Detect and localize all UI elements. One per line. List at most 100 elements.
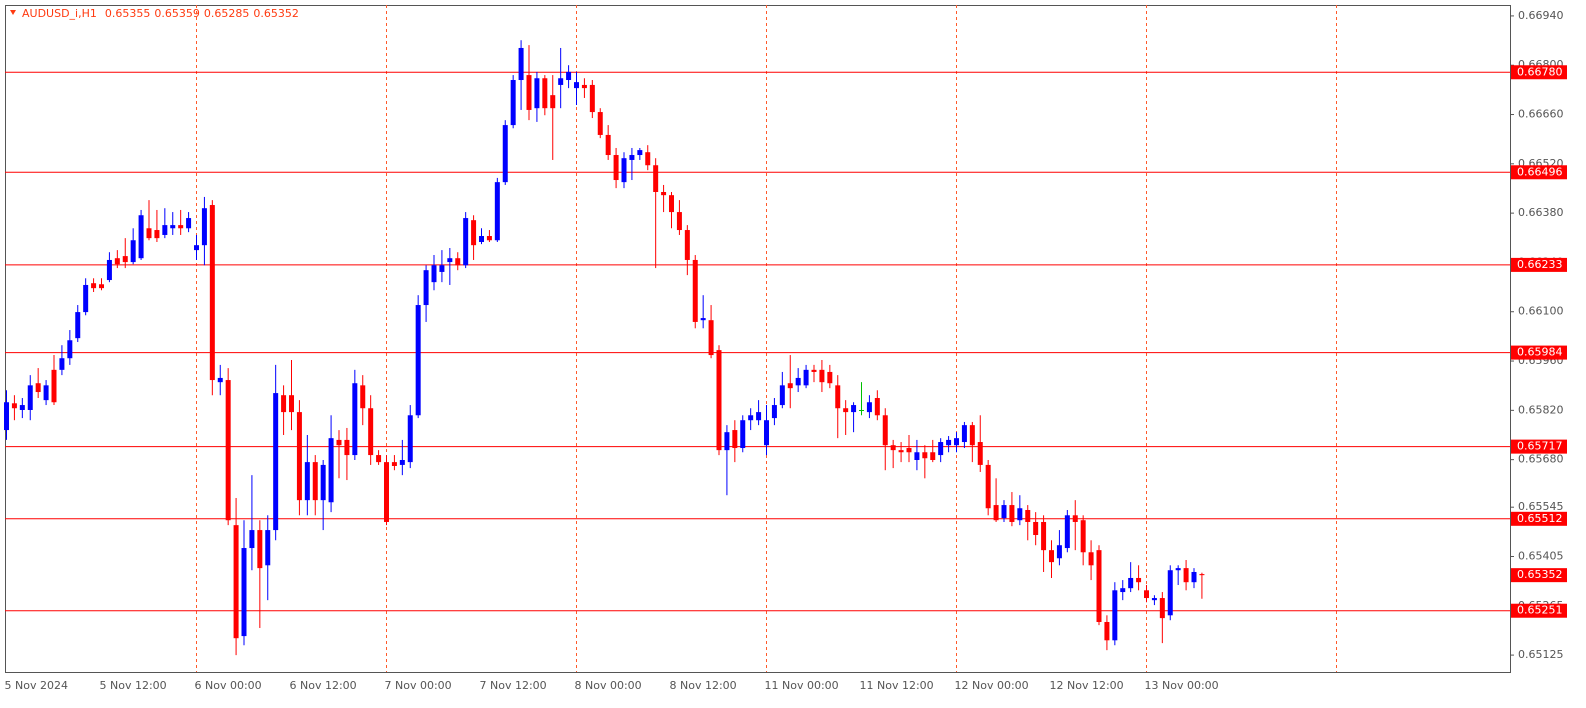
x-tick-label: 7 Nov 12:00 bbox=[480, 679, 547, 692]
candle-body bbox=[502, 125, 508, 183]
level-label: 0.65512 bbox=[1517, 512, 1563, 525]
candle-body bbox=[566, 71, 572, 81]
candle-body bbox=[534, 78, 540, 109]
candle-body bbox=[391, 462, 397, 466]
candle-body bbox=[336, 439, 342, 446]
level-label: 0.66496 bbox=[1517, 165, 1563, 178]
candle-body bbox=[1136, 577, 1142, 583]
candle-body bbox=[439, 265, 445, 272]
candle-body bbox=[1183, 568, 1189, 583]
candle-body bbox=[447, 258, 453, 263]
candle-body bbox=[756, 412, 762, 421]
candle-body bbox=[225, 380, 231, 521]
candle-body bbox=[803, 369, 809, 386]
plot-frame bbox=[5, 5, 1511, 673]
candle-body bbox=[146, 228, 152, 239]
x-tick-label: 6 Nov 00:00 bbox=[195, 679, 262, 692]
candle-body bbox=[859, 409, 864, 411]
candle-body bbox=[209, 205, 215, 381]
candle-body bbox=[993, 505, 999, 521]
y-tick-label: 0.65405 bbox=[1518, 549, 1564, 562]
level-label: 0.66780 bbox=[1517, 65, 1563, 78]
candle-body bbox=[479, 236, 484, 243]
candle-body bbox=[637, 150, 643, 156]
candle-body bbox=[217, 377, 223, 383]
chart-header: AUDUSD_i,H1 0.65355 0.65359 0.65285 0.65352 bbox=[22, 7, 299, 20]
candle-body bbox=[4, 402, 9, 431]
candle-body bbox=[43, 385, 49, 401]
candle-body bbox=[1001, 505, 1007, 519]
candle-body bbox=[692, 259, 698, 322]
candle-body bbox=[122, 256, 128, 263]
candle-body bbox=[178, 225, 184, 229]
candle-body bbox=[35, 383, 41, 393]
candle-body bbox=[708, 320, 714, 356]
candle-body bbox=[201, 208, 207, 246]
candle-body bbox=[771, 405, 777, 419]
candle-body bbox=[851, 405, 857, 413]
candle-body bbox=[1199, 574, 1205, 576]
candle-body bbox=[423, 270, 429, 306]
candle-body bbox=[510, 80, 516, 126]
x-tick-label: 8 Nov 12:00 bbox=[670, 679, 737, 692]
candle-body bbox=[75, 312, 81, 339]
y-tick-label: 0.66380 bbox=[1518, 206, 1564, 219]
candle-body bbox=[1080, 520, 1086, 553]
level-label-box bbox=[1511, 257, 1567, 272]
x-tick-label: 6 Nov 12:00 bbox=[290, 679, 357, 692]
candle-body bbox=[312, 462, 318, 501]
candle-body bbox=[605, 134, 611, 156]
header-low: 0.65285 bbox=[204, 7, 250, 20]
candle-body bbox=[550, 95, 556, 109]
candle-body bbox=[653, 165, 659, 192]
header-arrow bbox=[10, 10, 16, 15]
candle-body bbox=[455, 258, 461, 266]
level-label-box bbox=[1511, 439, 1567, 454]
level-label-box bbox=[1511, 345, 1567, 360]
candle-body bbox=[1049, 550, 1054, 563]
candle-body bbox=[914, 452, 920, 460]
candle-body bbox=[724, 432, 730, 451]
candle-body bbox=[154, 230, 160, 239]
candle-body bbox=[1167, 570, 1173, 616]
x-tick-label: 5 Nov 12:00 bbox=[100, 679, 167, 692]
candle-body bbox=[376, 455, 382, 463]
x-tick-label: 13 Nov 00:00 bbox=[1145, 679, 1219, 692]
candle-body bbox=[1175, 568, 1181, 571]
candle-body bbox=[1191, 571, 1197, 583]
candle-body bbox=[748, 415, 754, 421]
candle-body bbox=[1056, 545, 1062, 559]
level-label-box bbox=[1511, 511, 1567, 526]
candle-body bbox=[922, 452, 928, 459]
x-tick-label: 12 Nov 12:00 bbox=[1050, 679, 1124, 692]
candle-body bbox=[289, 395, 294, 413]
candle-body bbox=[684, 230, 690, 260]
candle-body bbox=[1064, 515, 1070, 549]
candle-body bbox=[106, 259, 112, 281]
candle-body bbox=[518, 47, 524, 81]
candle-body bbox=[138, 215, 144, 259]
candle-body bbox=[186, 218, 192, 229]
x-tick-label: 8 Nov 00:00 bbox=[575, 679, 642, 692]
candle-body bbox=[249, 530, 255, 549]
candle-body bbox=[613, 155, 619, 181]
candle-body bbox=[787, 383, 793, 389]
candle-body bbox=[669, 195, 674, 213]
candle-body bbox=[170, 225, 176, 229]
candle-body bbox=[296, 412, 302, 501]
candle-body bbox=[194, 245, 199, 251]
y-tick-label: 0.65125 bbox=[1518, 648, 1564, 661]
candle-body bbox=[1025, 510, 1031, 522]
candle-body bbox=[882, 415, 888, 446]
candle-body bbox=[265, 530, 271, 566]
candle-body bbox=[732, 430, 738, 449]
y-tick-label: 0.66660 bbox=[1518, 108, 1564, 121]
candle-body bbox=[494, 182, 500, 241]
candle-body bbox=[954, 438, 959, 446]
candle-body bbox=[977, 442, 983, 465]
candle-body bbox=[486, 236, 492, 241]
candle-body bbox=[866, 402, 872, 413]
candle-body bbox=[946, 439, 952, 446]
level-label: 0.66233 bbox=[1517, 258, 1563, 271]
candle-body bbox=[360, 385, 366, 409]
